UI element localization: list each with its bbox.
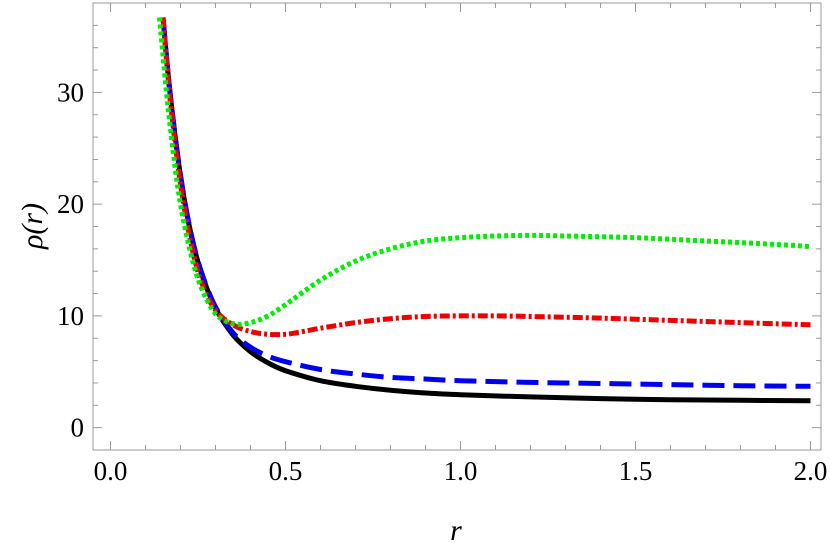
- x-tick-labels: 0.0 0.5 1.0 1.5 2.0: [94, 456, 828, 486]
- x-tick-label: 2.0: [794, 456, 828, 486]
- x-axis-title: r: [450, 514, 462, 547]
- x-tick-label: 1.5: [619, 456, 653, 486]
- y-tick-label: 20: [57, 189, 84, 219]
- y-tick-label: 30: [57, 77, 84, 107]
- x-tick-label: 0.5: [269, 456, 303, 486]
- series-line-4: [157, 17, 811, 327]
- y-tick-labels: 0 10 20 30: [57, 77, 84, 442]
- y-tick-label: 0: [71, 413, 85, 443]
- series-line-1: [160, 17, 811, 404]
- series-curves: [157, 17, 811, 404]
- y-axis-title: ρ(r): [16, 203, 49, 250]
- x-tick-label: 1.0: [444, 456, 478, 486]
- series-line-3: [160, 17, 811, 338]
- x-tick-label: 0.0: [94, 456, 128, 486]
- y-tick-label: 10: [57, 301, 84, 331]
- axis-ticks: [93, 3, 821, 450]
